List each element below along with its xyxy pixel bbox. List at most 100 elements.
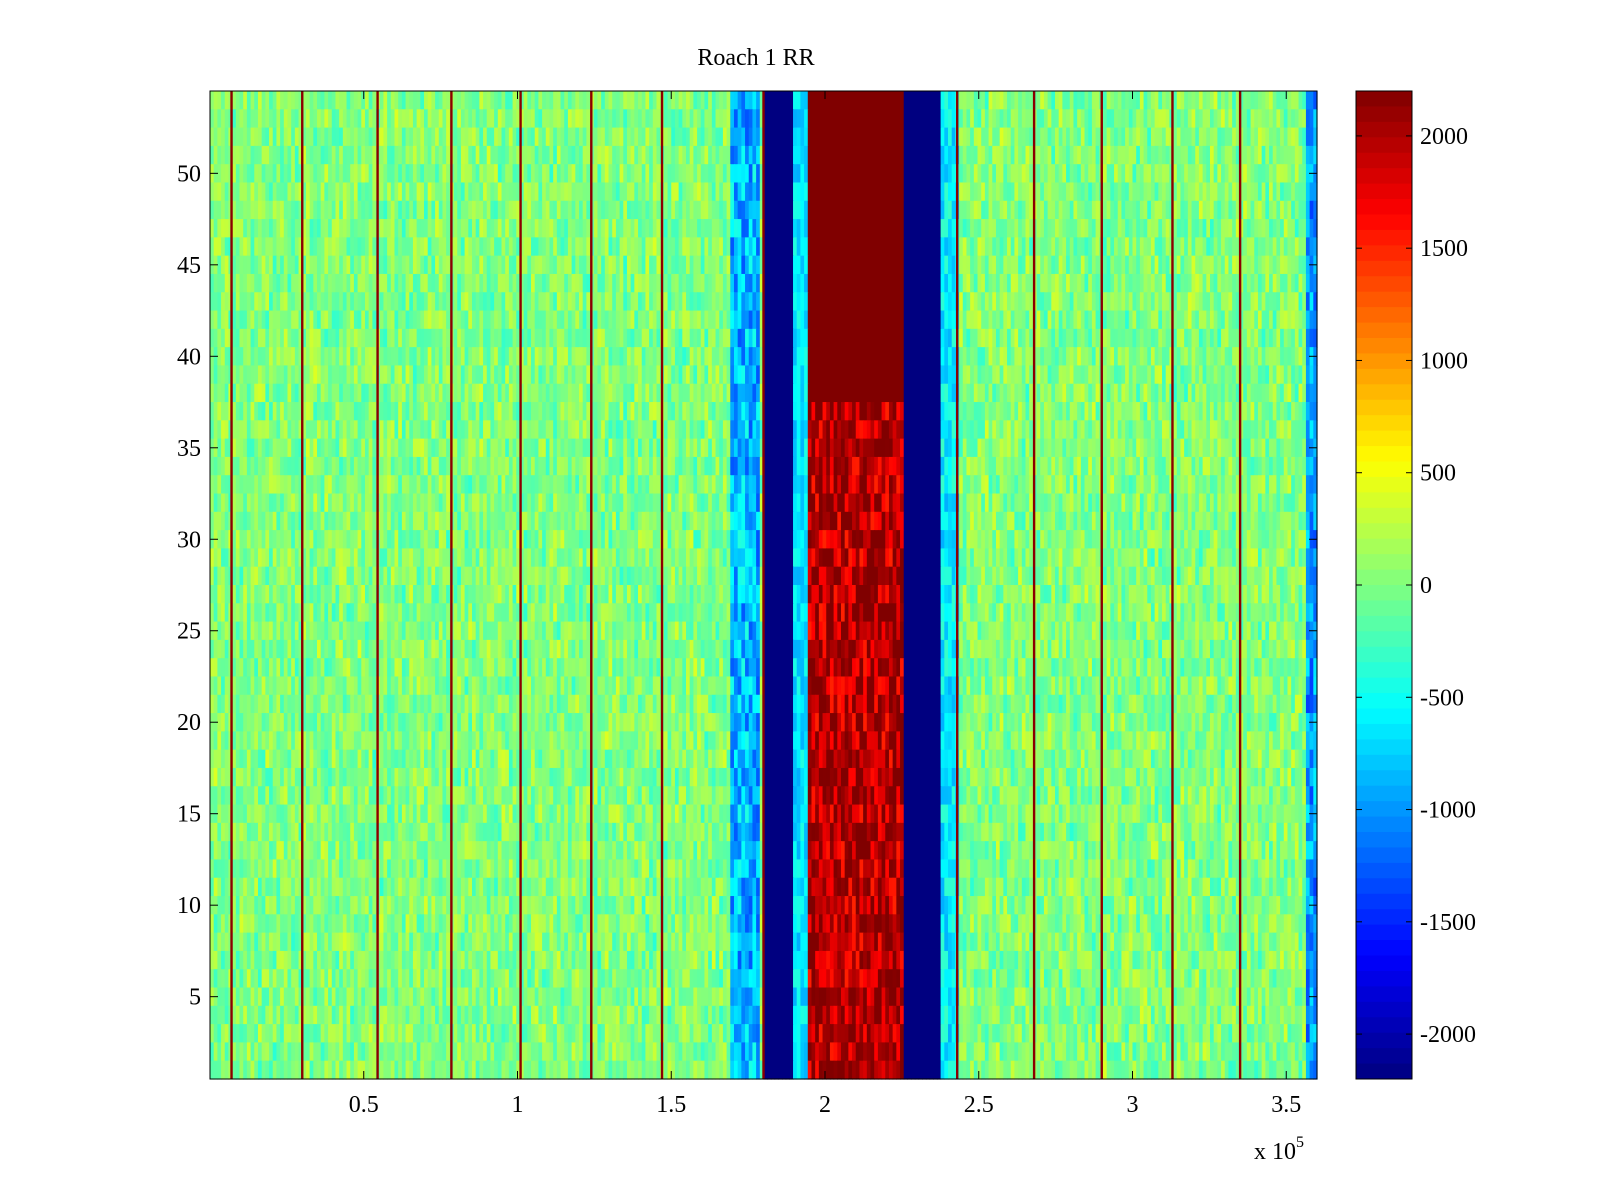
heatmap-cell	[1051, 219, 1056, 238]
heatmap-cell	[1198, 292, 1204, 312]
heatmap-cell	[645, 365, 650, 385]
heatmap-cell	[427, 91, 432, 110]
heatmap-cell	[387, 237, 392, 257]
heatmap-cell	[1058, 219, 1063, 238]
heatmap-cell	[929, 182, 934, 202]
heatmap-cell	[357, 219, 362, 238]
heatmap-cell	[929, 255, 934, 275]
heatmap-cell	[1206, 347, 1211, 367]
heatmap-cell	[1228, 237, 1233, 257]
heatmap-cell	[634, 347, 639, 367]
heatmap-cell	[1184, 200, 1189, 220]
heatmap-cell	[224, 145, 230, 165]
heatmap-cell	[981, 127, 986, 147]
heatmap-cell	[453, 292, 458, 312]
heatmap-cell	[302, 127, 307, 147]
heatmap-cell	[221, 164, 226, 184]
heatmap-cell	[1095, 164, 1100, 184]
heatmap-cell	[682, 365, 687, 385]
heatmap-cell	[615, 127, 621, 147]
heatmap-cell	[752, 200, 757, 220]
heatmap-cell	[774, 292, 779, 312]
heatmap-cell	[815, 273, 820, 293]
heatmap-cell	[844, 292, 849, 312]
heatmap-cell	[505, 255, 510, 275]
heatmap-cell	[1051, 109, 1056, 129]
heatmap-cell	[490, 145, 495, 165]
heatmap-cell	[1283, 145, 1289, 165]
heatmap-cell	[383, 273, 388, 293]
heatmap-cell	[682, 292, 687, 312]
heatmap-cell	[298, 273, 303, 293]
heatmap-cell	[519, 219, 525, 238]
heatmap-cell	[630, 164, 635, 184]
heatmap-cell	[855, 365, 861, 385]
heatmap-cell	[1276, 292, 1281, 312]
heatmap-cell	[922, 91, 927, 110]
heatmap-cell	[1158, 273, 1163, 293]
heatmap-cell	[342, 310, 348, 330]
heatmap-cell	[630, 255, 635, 275]
heatmap-cell	[1302, 328, 1307, 348]
heatmap-cell	[571, 127, 576, 147]
heatmap-cell	[914, 255, 920, 275]
heatmap-cell	[505, 182, 510, 202]
heatmap-cell	[232, 292, 237, 312]
heatmap-cell	[575, 383, 580, 403]
heatmap-cell	[903, 273, 909, 293]
heatmap-cell	[579, 109, 584, 129]
heatmap-cell	[612, 127, 617, 147]
heatmap-cell	[431, 219, 436, 238]
heatmap-cell	[276, 91, 281, 110]
heatmap-cell	[686, 219, 691, 238]
heatmap-cell	[394, 219, 399, 238]
heatmap-cell	[1202, 145, 1207, 165]
heatmap-cell	[328, 219, 333, 238]
heatmap-cell	[948, 145, 953, 165]
heatmap-cell	[733, 255, 739, 275]
heatmap-cell	[350, 255, 355, 275]
heatmap-cell	[1073, 219, 1078, 238]
heatmap-cell	[361, 310, 366, 330]
heatmap-cell	[1069, 145, 1075, 165]
heatmap-cell	[342, 182, 348, 202]
heatmap-cell	[1110, 310, 1115, 330]
heatmap-cell	[911, 383, 916, 403]
heatmap-cell	[519, 310, 525, 330]
heatmap-cell	[269, 145, 274, 165]
heatmap-cell	[711, 328, 717, 348]
heatmap-cell	[453, 182, 458, 202]
heatmap-cell	[339, 383, 344, 403]
heatmap-cell	[903, 365, 909, 385]
heatmap-cell	[390, 365, 396, 385]
heatmap-cell	[519, 127, 525, 147]
heatmap-cell	[305, 200, 311, 220]
heatmap-cell	[1265, 347, 1270, 367]
heatmap-cell	[612, 164, 617, 184]
heatmap-cell	[1055, 292, 1060, 312]
heatmap-cell	[1246, 255, 1252, 275]
heatmap-cell	[900, 182, 905, 202]
heatmap-cell	[962, 109, 968, 129]
heatmap-cell	[678, 365, 683, 385]
heatmap-cell	[1106, 347, 1111, 367]
heatmap-cell	[852, 127, 857, 147]
heatmap-cell	[424, 127, 429, 147]
heatmap-cell	[848, 145, 853, 165]
heatmap-cell	[667, 127, 672, 147]
heatmap-cell	[501, 91, 506, 110]
heatmap-cell	[1309, 127, 1314, 147]
heatmap-cell	[320, 347, 325, 367]
heatmap-cell	[1187, 310, 1193, 330]
heatmap-cell	[350, 273, 355, 293]
heatmap-cell	[328, 237, 333, 257]
heatmap-cell	[460, 365, 466, 385]
heatmap-cell	[763, 310, 768, 330]
heatmap-cell	[420, 365, 425, 385]
heatmap-cell	[781, 145, 787, 165]
heatmap-cell	[412, 292, 418, 312]
heatmap-cell	[567, 219, 573, 238]
heatmap-cell	[988, 182, 993, 202]
heatmap-cell	[1110, 273, 1115, 293]
heatmap-cell	[261, 273, 266, 293]
